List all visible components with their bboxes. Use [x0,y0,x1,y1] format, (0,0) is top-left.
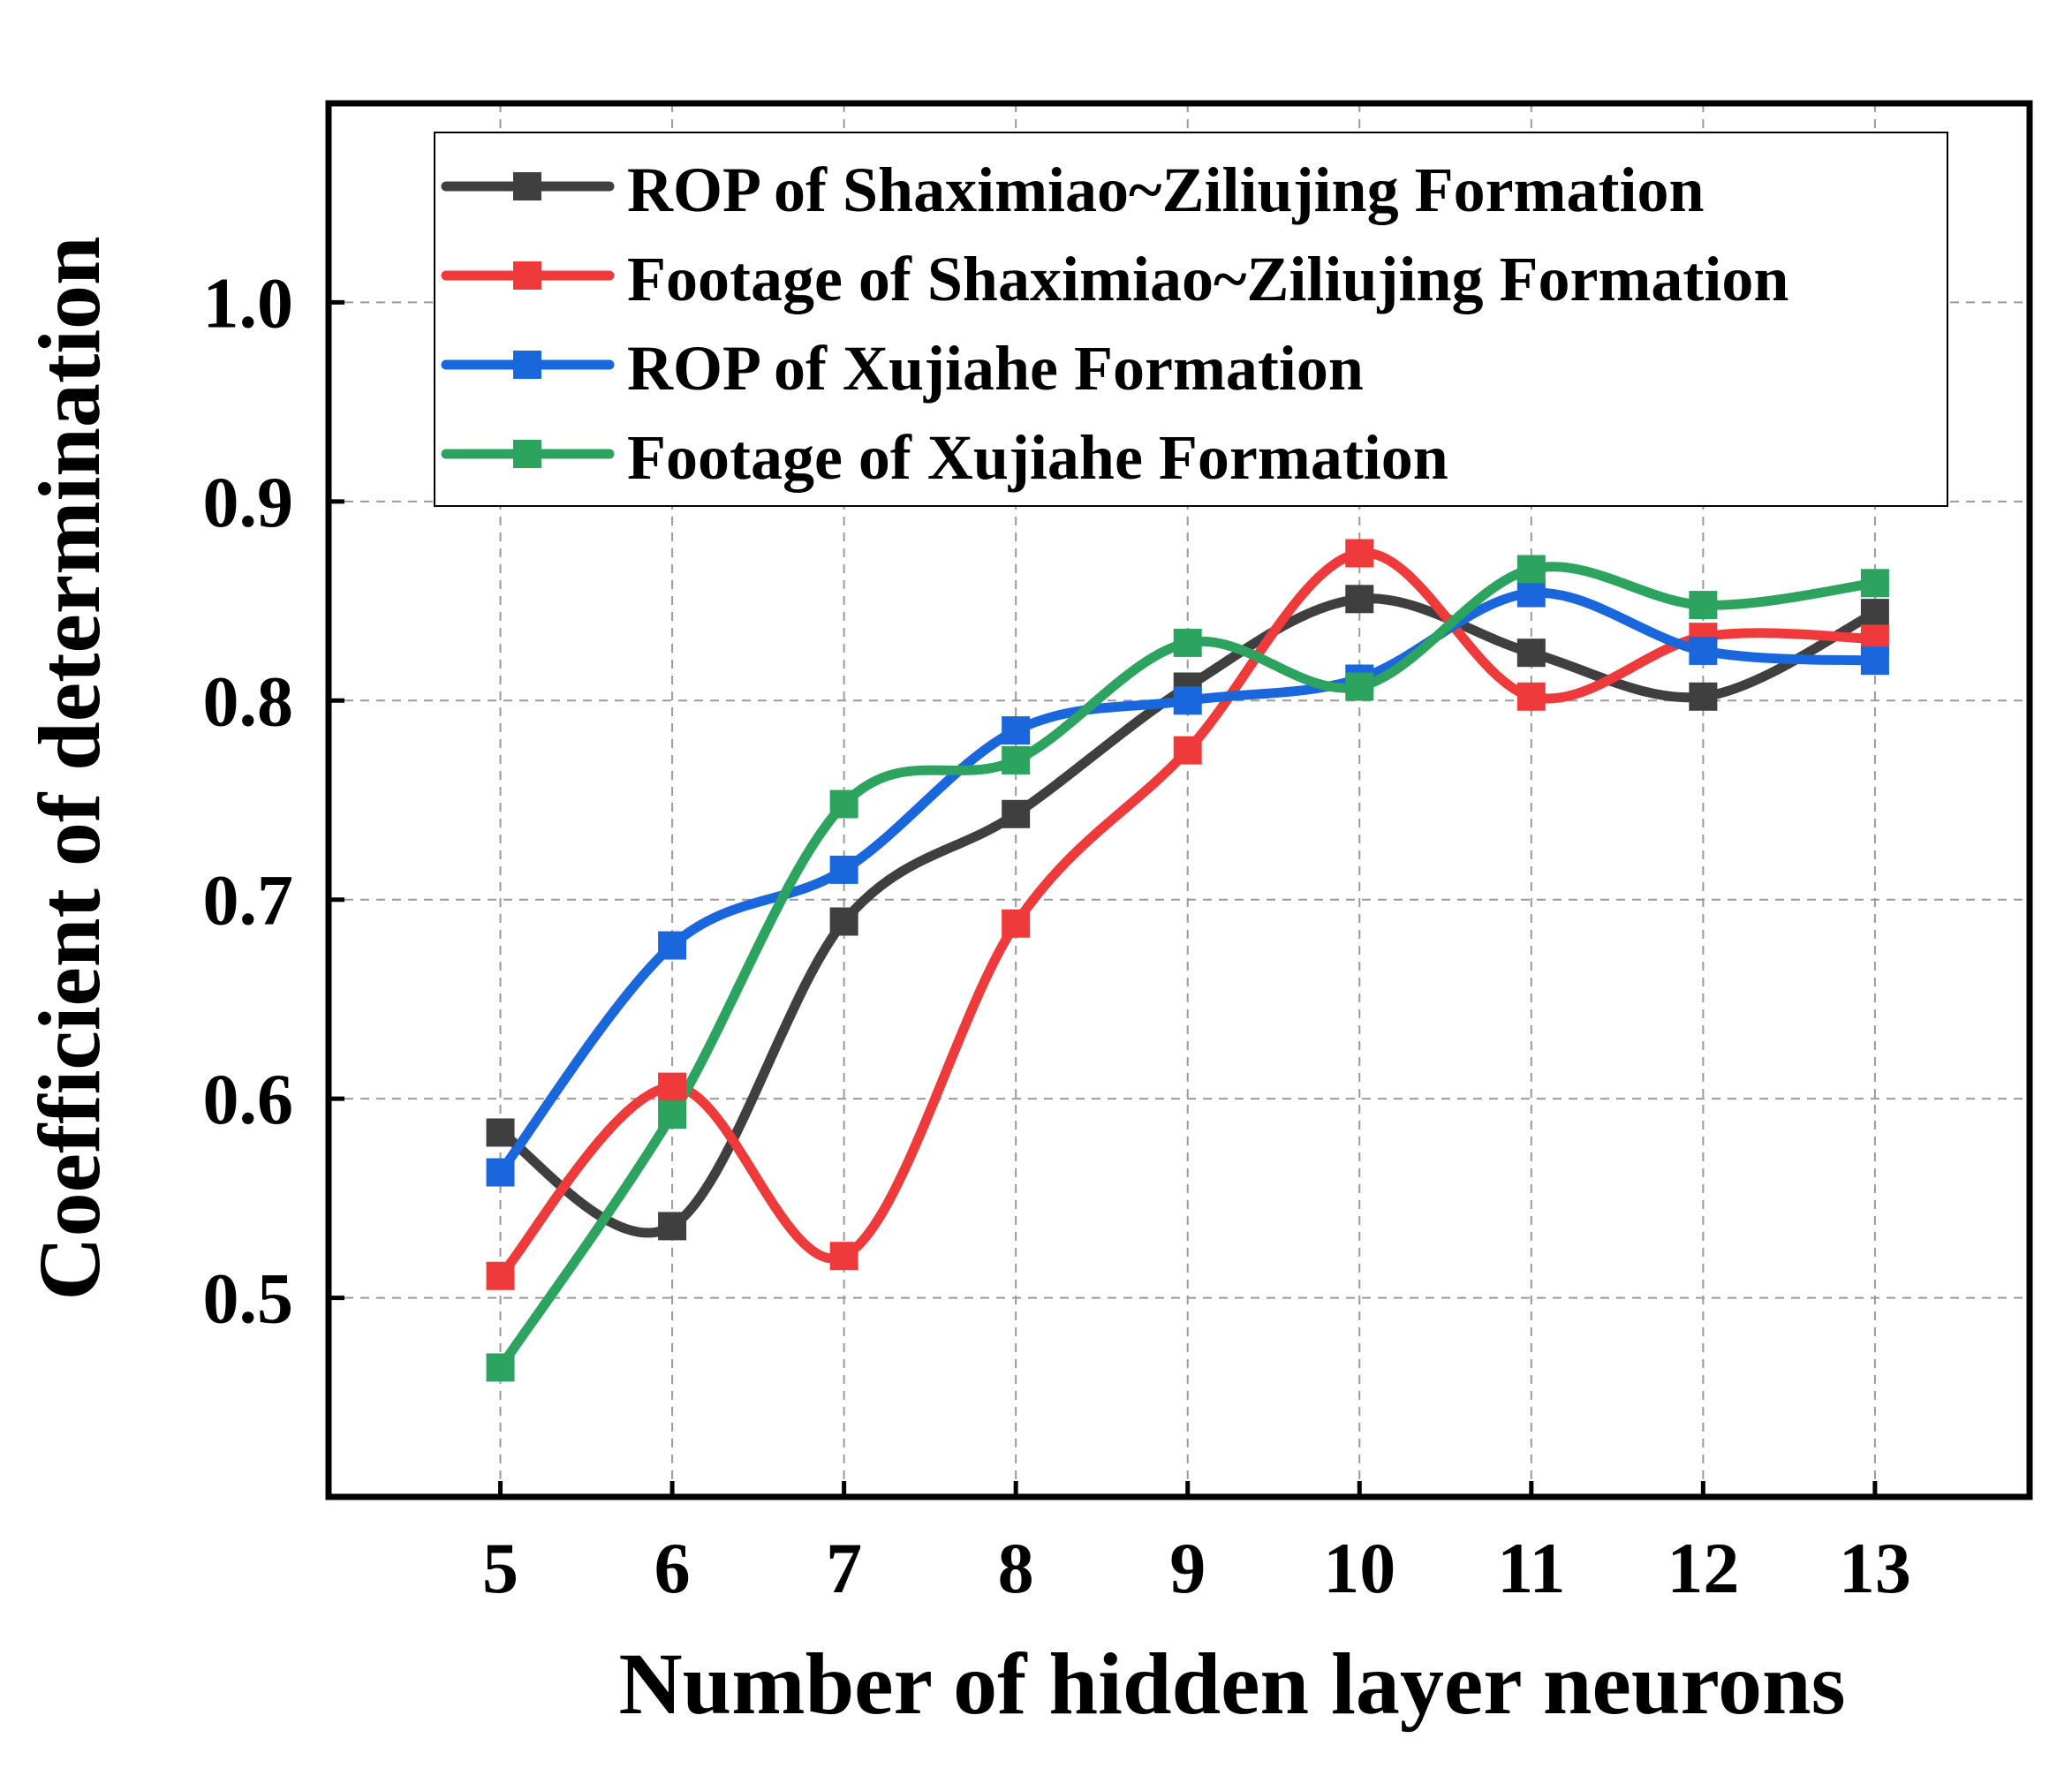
y-tick-label: 0.9 [203,462,294,542]
series-1-point [1689,682,1718,711]
series-2-point [1345,539,1374,568]
series-4-point [1689,591,1718,620]
series-1-point [658,1212,687,1241]
y-tick-label: 0.8 [203,661,294,741]
series-3-point [1516,578,1546,608]
series-1-point [1002,799,1031,828]
series-2-point [1516,682,1546,711]
x-tick-label: 12 [1667,1528,1739,1608]
series-4-point [1173,628,1202,657]
y-axis-title: Coefficient of determination [20,236,118,1300]
legend-swatch-marker [513,172,541,200]
plot-frame [325,100,2033,1500]
legend-label: Footage of Shaximiao~Ziliujing Formation [627,244,1788,314]
series-lines [495,548,1880,1372]
series-1-point [1516,638,1546,668]
series-3-point [1860,646,1889,676]
series-3-point [1173,686,1202,715]
legend-label: ROP of Xujiahe Formation [627,333,1364,404]
series-4-point [1345,672,1374,701]
legend-box [434,132,1948,507]
series-markers [486,539,1889,1382]
legend-label: ROP of Shaximiao~Ziliujing Formation [627,155,1705,225]
series-2-point [1173,736,1202,765]
legend: ROP of Shaximiao~Ziliujing Formation Foot… [434,132,1948,507]
legend-swatch-marker [513,261,541,290]
series-4-point [1002,745,1031,774]
series-1-point [829,907,858,936]
series-line-4 [495,562,1880,1372]
series-4-point [1860,569,1889,598]
series-4-point [486,1353,515,1382]
x-tick-label: 11 [1497,1528,1565,1608]
y-tick-label: 0.6 [203,1059,294,1139]
series-line-2 [495,548,1880,1281]
x-tick-label: 5 [482,1528,518,1608]
series-3-point [1002,716,1031,745]
series-1-point [1860,599,1889,628]
legend-label: Footage of Xujiahe Formation [627,422,1448,493]
x-tick-label: 13 [1839,1528,1911,1608]
series-4-point [1516,555,1546,584]
y-tick-label: 0.7 [203,860,294,941]
series-3-point [829,855,858,884]
series-3-point [486,1158,515,1187]
legend-swatch-marker [513,440,541,468]
x-tick-label: 8 [998,1528,1034,1608]
legend-swatch-marker [513,351,541,379]
series-3-point [658,931,687,960]
series-2-point [1002,909,1031,938]
series-4-point [829,790,858,819]
series-1-point [486,1118,515,1147]
y-tick-label: 0.5 [203,1258,294,1339]
x-tick-label: 9 [1169,1528,1206,1608]
x-tick-label: 10 [1323,1528,1395,1608]
series-line-1 [495,593,1880,1238]
series-4-point [658,1100,687,1130]
series-3-point [1689,636,1718,665]
series-2-point [829,1242,858,1271]
series-2-point [658,1072,687,1101]
series-2-point [486,1261,515,1290]
axis-ticks: 0.5 0.6 0.7 0.8 0.9 1.0 5 6 7 8 9 10 11 12 13 [203,262,1911,1608]
x-tick-label: 6 [654,1528,691,1608]
series-line-3 [495,587,1880,1178]
x-tick-label: 7 [826,1528,862,1608]
x-axis-title: Number of hidden layer neurons [618,1635,1845,1733]
y-tick-label: 1.0 [203,262,294,343]
series-1-point [1345,585,1374,614]
